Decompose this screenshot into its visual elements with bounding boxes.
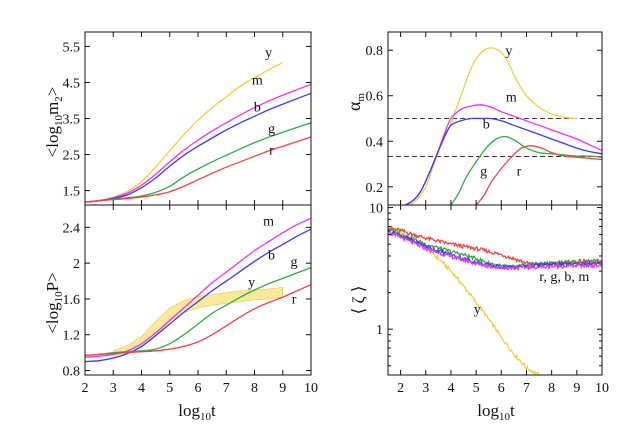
series-tl-g (85, 122, 311, 203)
panel-br: 1 10 2 3 4 5 6 7 8 9 10 y r, g, b, m (369, 202, 609, 396)
xtick-label-br-1: 3 (422, 381, 429, 396)
ytick-label-tr-0: 0.2 (366, 181, 384, 196)
xtick-label-bl-4: 6 (195, 381, 202, 396)
xtick-label-br-2: 4 (447, 381, 454, 396)
annotation-bl-0: m (263, 215, 274, 230)
series-tr-b (405, 117, 602, 205)
ytick-label-tr-3: 0.8 (366, 44, 384, 59)
svg-text:⟨ ζ ⟩: ⟨ ζ ⟩ (349, 286, 368, 315)
xtick-label-bl-2: 4 (138, 381, 145, 396)
ylabel-br: ⟨ ζ ⟩ (349, 286, 368, 315)
ytick-label-bl-1: 1.2 (63, 329, 81, 344)
series-br-m (388, 230, 602, 271)
annotation-tl-3: g (268, 122, 275, 137)
annotation-br-1: r, g, b, m (539, 270, 589, 285)
annotation-tl-0: y (265, 46, 272, 61)
annotation-tl-4: r (269, 144, 274, 159)
annotation-bl-1: b (268, 249, 275, 264)
annotation-tr-3: g (480, 164, 487, 179)
xtick-label-br-7: 9 (573, 381, 580, 396)
annotation-tl-2: b (254, 100, 261, 115)
panel-bl: 0.8 1.2 1.6 2 2.4 2 3 4 5 6 7 8 9 10 m b g y r (63, 204, 318, 396)
ytick-label-br-0: 1 (376, 323, 383, 338)
annotation-tr-0: y (505, 44, 512, 59)
svg-text:αm: αm (344, 93, 367, 111)
xtick-label-bl-0: 2 (82, 381, 89, 396)
annotation-tr-4: r (517, 164, 522, 179)
plot-area-tr (388, 47, 602, 205)
series-br-y (388, 226, 540, 375)
series-tr-m (405, 104, 602, 205)
annotation-tr-2: b (483, 118, 490, 133)
annotation-bl-4: r (292, 292, 297, 307)
xtick-label-br-4: 6 (498, 381, 505, 396)
series-br-g (388, 227, 602, 270)
ytick-label-tl-3: 4.5 (63, 76, 81, 91)
ytick-label-tr-1: 0.4 (366, 135, 384, 150)
series-tr-g (450, 135, 602, 205)
series-br-r (388, 225, 602, 268)
svg-text:<log10P>: <log10P> (43, 272, 65, 333)
xtick-label-br-5: 7 (523, 381, 530, 396)
series-bl-r (85, 284, 311, 356)
ylabel-tr: αm (344, 93, 367, 111)
xtick-label-br-6: 8 (548, 381, 555, 396)
xlabel-br: log10t (477, 401, 515, 423)
panel-tr: 0.2 0.4 0.6 0.8 y m b g r (366, 31, 603, 206)
xtick-label-bl-3: 5 (166, 381, 173, 396)
xtick-label-br-0: 2 (397, 381, 404, 396)
xtick-label-bl-6: 8 (251, 381, 258, 396)
ytick-label-tl-0: 1.5 (63, 185, 81, 200)
annotation-tr-1: m (506, 90, 517, 105)
series-tl-r (85, 136, 311, 203)
ytick-label-tl-1: 2.5 (63, 149, 81, 164)
xtick-label-bl-7: 9 (279, 381, 286, 396)
xtick-label-bl-8: 10 (304, 381, 318, 396)
frame-br (387, 204, 603, 376)
ytick-label-tr-2: 0.6 (366, 90, 384, 105)
series-bl-b (85, 228, 311, 363)
plot-area-tl (85, 62, 311, 203)
xtick-label-br-3: 5 (473, 381, 480, 396)
xtick-label-br-8: 10 (595, 381, 609, 396)
ytick-label-bl-4: 2.4 (63, 221, 81, 236)
plot-area-br (388, 225, 602, 375)
annotation-bl-3: y (248, 275, 255, 290)
ytick-label-bl-0: 0.8 (63, 365, 81, 380)
ytick-label-br-1: 10 (369, 202, 383, 217)
annotation-br-0: y (474, 302, 481, 317)
ytick-label-tl-4: 5.5 (63, 40, 81, 55)
ytick-label-bl-3: 2 (73, 257, 80, 272)
series-bl-g (85, 266, 311, 356)
ylabel-bl: <log10P> (43, 272, 65, 333)
ytick-label-tl-2: 3.5 (63, 113, 81, 128)
plot-area-bl (85, 217, 311, 363)
series-tl-m (85, 83, 311, 203)
xtick-label-bl-5: 7 (223, 381, 230, 396)
series-tl-y (85, 62, 284, 203)
xtick-label-bl-1: 3 (110, 381, 117, 396)
frame-tl (84, 31, 312, 206)
series-tr-y (410, 47, 577, 205)
xlabel-bl: log10t (178, 401, 216, 423)
annotation-bl-2: g (291, 255, 298, 270)
annotation-tl-1: m (252, 73, 263, 88)
ylabel-tl: <log10m2> (43, 87, 65, 158)
ytick-label-bl-2: 1.6 (63, 293, 81, 308)
series-tr-r (475, 145, 602, 205)
series-tl-b (85, 92, 311, 203)
svg-text:<log10m2>: <log10m2> (43, 87, 65, 158)
